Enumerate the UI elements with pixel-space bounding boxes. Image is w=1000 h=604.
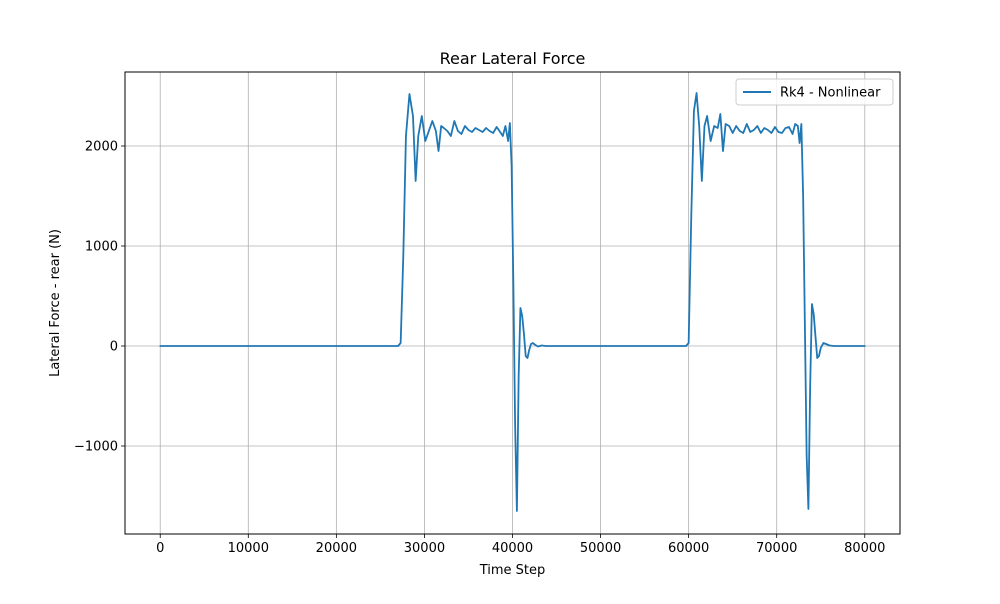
- x-tick-label: 80000: [844, 541, 885, 556]
- x-tick-label: 60000: [668, 541, 709, 556]
- legend: Rk4 - Nonlinear: [735, 78, 894, 106]
- x-tick-label: 20000: [316, 541, 357, 556]
- legend-label: Rk4 - Nonlinear: [780, 86, 881, 101]
- x-tick-label: 0: [156, 541, 164, 556]
- y-axis-label: Lateral Force - rear (N): [48, 229, 63, 377]
- y-tick-label: −1000: [74, 440, 118, 455]
- x-tick-label: 30000: [404, 541, 445, 556]
- x-tick-label: 70000: [756, 541, 797, 556]
- x-tick-label: 50000: [580, 541, 621, 556]
- y-tick-label: 1000: [85, 240, 118, 255]
- x-tick-label: 40000: [492, 541, 533, 556]
- series-line: [159, 92, 866, 512]
- chart-title: Rear Lateral Force: [440, 49, 586, 68]
- y-tick-label: 2000: [85, 140, 118, 155]
- x-axis-label: Time Step: [479, 563, 546, 578]
- plot-data: [159, 92, 866, 512]
- legend-box: [735, 78, 894, 106]
- y-tick-label: 0: [110, 340, 118, 355]
- grid: [125, 72, 900, 534]
- x-axis: 0 10000 20000 30000 40000 50000 60000 70000 8000…: [156, 534, 885, 556]
- y-axis: −1000 0 1000 2000: [74, 140, 125, 455]
- x-tick-label: 10000: [228, 541, 269, 556]
